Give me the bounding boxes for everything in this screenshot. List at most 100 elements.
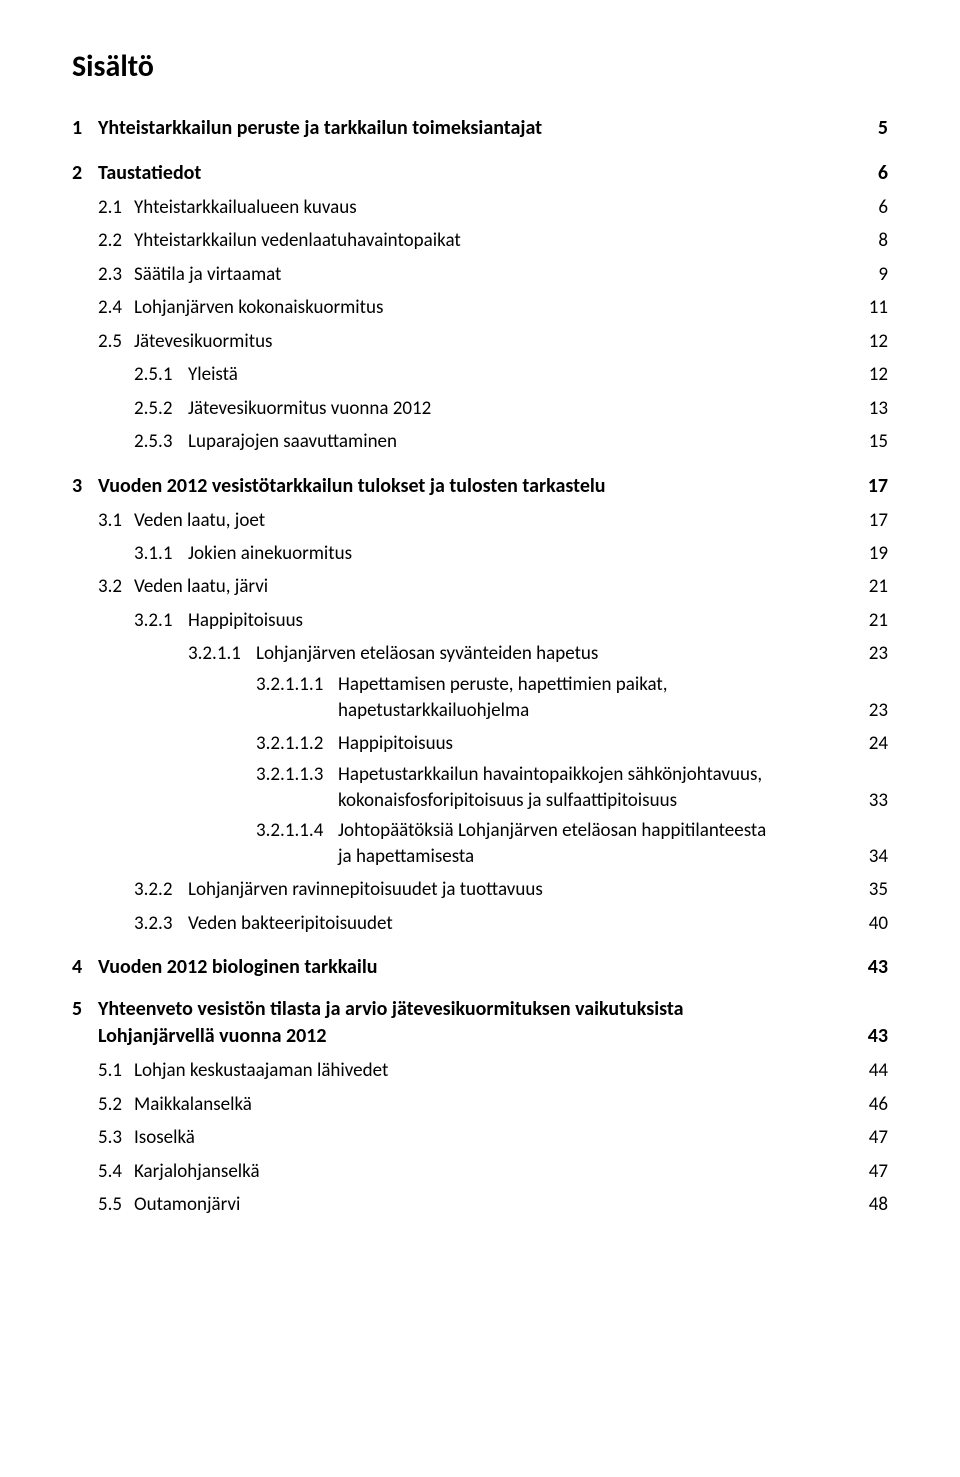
toc-number: 2.3 <box>98 260 134 289</box>
toc-page: 23 <box>869 696 888 725</box>
toc-number: 5.4 <box>98 1157 134 1186</box>
toc-text: Yhteistarkkailun peruste ja tarkkailun t… <box>98 116 542 140</box>
toc-text: Yhteistarkkailun vedenlaatuhavaintopaika… <box>134 229 461 252</box>
toc-entry: 3Vuoden 2012 vesistötarkkailun tulokset … <box>72 471 888 502</box>
toc-page: 17 <box>868 471 888 502</box>
toc-number: 5.2 <box>98 1090 134 1119</box>
toc-entry: 3.1.1Jokien ainekuormitus19 <box>72 539 888 568</box>
toc-number: 2.5 <box>98 327 134 356</box>
toc-text: Yleistä <box>188 363 238 386</box>
toc-page: 48 <box>869 1190 888 1219</box>
toc-text: Säätila ja virtaamat <box>134 263 281 286</box>
toc-text: Veden laatu, joet <box>134 509 265 532</box>
toc-entry: 2.3Säätila ja virtaamat9 <box>72 260 888 289</box>
toc-page: 33 <box>869 786 888 815</box>
toc-page: 40 <box>869 909 888 938</box>
toc-number: 3.2.1.1.1 <box>256 673 338 696</box>
toc-entry: 2.4Lohjanjärven kokonaiskuormitus 11 <box>72 293 888 322</box>
toc-page: 47 <box>869 1157 888 1186</box>
toc-entry: 5Yhteenveto vesistön tilasta ja arvio jä… <box>72 997 888 1052</box>
toc-entry: 5.2Maikkalanselkä46 <box>72 1090 888 1119</box>
toc-number: 3.2.1.1.2 <box>256 729 338 758</box>
toc-entry: 3.2Veden laatu, järvi 21 <box>72 572 888 601</box>
toc-text: Hapetustarkkailun havaintopaikkojen sähk… <box>338 763 762 786</box>
toc-number: 1 <box>72 113 98 144</box>
toc-entry: 3.2.1.1.3Hapetustarkkailun havaintopaikk… <box>72 763 888 815</box>
toc-page: 21 <box>869 572 888 601</box>
toc-number: 2 <box>72 158 98 189</box>
toc-text: Isoselkä <box>134 1126 195 1149</box>
toc-entry: 2Taustatiedot6 <box>72 158 888 189</box>
toc-entry: 2.2Yhteistarkkailun vedenlaatuhavaintopa… <box>72 226 888 255</box>
toc-page: 17 <box>869 506 888 535</box>
toc-text: Lohjan keskustaajaman lähivedet <box>134 1059 388 1082</box>
toc-page: 23 <box>869 639 888 668</box>
toc-page: 35 <box>869 875 888 904</box>
toc-text: Maikkalanselkä <box>134 1093 252 1116</box>
toc-number: 3.2.1 <box>134 606 188 635</box>
toc-page: 13 <box>869 394 888 423</box>
toc-text: Jätevesikuormitus vuonna 2012 <box>188 397 431 420</box>
toc-page: 43 <box>868 952 888 983</box>
toc-text: Lohjanjärven ravinnepitoisuudet ja tuott… <box>188 878 543 901</box>
toc-number: 3.2.1.1.3 <box>256 763 338 786</box>
toc-number: 2.4 <box>98 293 134 322</box>
toc-text: Happipitoisuus <box>338 732 453 755</box>
toc-page: 44 <box>869 1056 888 1085</box>
toc-text: Outamonjärvi <box>134 1193 240 1216</box>
toc-number: 5.1 <box>98 1056 134 1085</box>
toc-entry: 3.2.1.1.2Happipitoisuus24 <box>72 729 888 758</box>
toc-entry: 3.2.1.1.4Johtopäätöksiä Lohjanjärven ete… <box>72 819 888 871</box>
toc-text: ja hapettamisesta <box>338 842 474 871</box>
toc-text: hapetustarkkailuohjelma <box>338 696 529 725</box>
toc-text: Yhteistarkkailualueen kuvaus <box>134 196 357 219</box>
toc-text: Karjalohjanselkä <box>134 1160 260 1183</box>
toc-entry: 3.2.2Lohjanjärven ravinnepitoisuudet ja … <box>72 875 888 904</box>
toc-page: 12 <box>869 360 888 389</box>
toc-number: 3.2 <box>98 572 134 601</box>
toc-text: Johtopäätöksiä Lohjanjärven eteläosan ha… <box>338 819 766 842</box>
toc-number: 5.3 <box>98 1123 134 1152</box>
toc-page: 5 <box>878 113 888 144</box>
toc-number: 3.1.1 <box>134 539 188 568</box>
toc-page: 6 <box>878 193 888 222</box>
toc-number: 2.1 <box>98 193 134 222</box>
toc-text: Veden laatu, järvi <box>134 575 268 598</box>
toc-number: 5 <box>72 997 98 1021</box>
toc-number: 3 <box>72 471 98 502</box>
toc-entry: 5.4Karjalohjanselkä 47 <box>72 1157 888 1186</box>
toc-entry: 2.5.1Yleistä12 <box>72 360 888 389</box>
toc-number: 3.1 <box>98 506 134 535</box>
toc-container: 1Yhteistarkkailun peruste ja tarkkailun … <box>72 113 888 1220</box>
toc-entry: 3.2.1.1.1Hapettamisen peruste, hapettimi… <box>72 673 888 725</box>
toc-number: 3.2.1.1.4 <box>256 819 338 842</box>
toc-entry: 2.5Jätevesikuormitus 12 <box>72 327 888 356</box>
toc-entry: 3.2.3Veden bakteeripitoisuudet40 <box>72 909 888 938</box>
toc-text: Jätevesikuormitus <box>134 330 272 353</box>
toc-entry: 4Vuoden 2012 biologinen tarkkailu43 <box>72 952 888 983</box>
toc-text: Vuoden 2012 biologinen tarkkailu <box>98 955 377 979</box>
toc-page: 11 <box>869 293 888 322</box>
toc-page: 47 <box>869 1123 888 1152</box>
toc-page: 12 <box>869 327 888 356</box>
toc-entry: 2.5.3Luparajojen saavuttaminen15 <box>72 427 888 456</box>
toc-text: Lohjanjärven kokonaiskuormitus <box>134 296 383 319</box>
toc-entry: 2.5.2Jätevesikuormitus vuonna 2012 13 <box>72 394 888 423</box>
toc-entry: 2.1Yhteistarkkailualueen kuvaus 6 <box>72 193 888 222</box>
toc-entry: 5.5Outamonjärvi48 <box>72 1190 888 1219</box>
page-title: Sisältö <box>72 48 888 85</box>
toc-page: 8 <box>878 226 888 255</box>
toc-text: kokonaisfosforipitoisuus ja sulfaattipit… <box>338 786 677 815</box>
toc-text: Hapettamisen peruste, hapettimien paikat… <box>338 673 668 696</box>
toc-page: 21 <box>869 606 888 635</box>
toc-number: 3.2.2 <box>134 875 188 904</box>
toc-page: 43 <box>868 1021 888 1052</box>
toc-number: 2.2 <box>98 226 134 255</box>
toc-page: 6 <box>878 158 888 189</box>
toc-text: Veden bakteeripitoisuudet <box>188 912 393 935</box>
toc-page: 19 <box>869 539 888 568</box>
toc-text: Vuoden 2012 vesistötarkkailun tulokset j… <box>98 474 606 498</box>
toc-number: 2.5.2 <box>134 394 188 423</box>
toc-number: 2.5.3 <box>134 427 188 456</box>
toc-text: Lohjanjärvellä vuonna 2012 <box>98 1021 327 1052</box>
